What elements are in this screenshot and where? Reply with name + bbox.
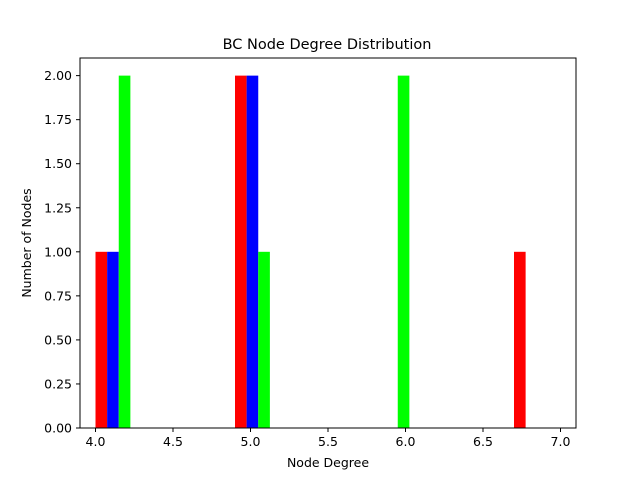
x-axis-ticks: 4.0 4.5 5.0 5.5 6.0 6.5 7.0: [86, 428, 571, 449]
y-tick-label: 1.75: [44, 112, 72, 127]
x-tick-label: 4.0: [86, 434, 106, 449]
chart-title: BC Node Degree Distribution: [223, 37, 432, 53]
y-tick-label: 1.50: [44, 156, 72, 171]
x-tick-label: 5.0: [241, 434, 261, 449]
y-tick-label: 1.25: [44, 200, 72, 215]
y-tick-label: 0.50: [44, 332, 72, 347]
bar-series-1-0: [107, 251, 119, 428]
x-tick-label: 7.0: [551, 434, 571, 449]
x-tick-label: 6.5: [473, 434, 493, 449]
x-axis-label: Node Degree: [287, 455, 369, 470]
x-tick-label: 6.0: [396, 434, 416, 449]
y-tick-label: 2.00: [44, 68, 72, 83]
bar-series-0-0: [95, 251, 108, 428]
plot-frame: [79, 57, 577, 429]
bar-series-2-2: [397, 75, 410, 428]
y-axis-ticks: 0.00 0.25 0.50 0.75 1.00 1.25 1.50 1.75 2.00: [44, 68, 80, 436]
y-tick-label: 0.00: [44, 421, 72, 436]
bar-series-1-1: [246, 75, 259, 428]
bar-series-2-0: [118, 75, 131, 428]
bars-layer: [95, 75, 526, 428]
x-tick-label: 5.5: [318, 434, 338, 449]
y-tick-label: 0.25: [44, 376, 72, 391]
bar-series-0-1: [235, 75, 247, 428]
y-tick-label: 1.00: [44, 244, 72, 259]
y-tick-label: 0.75: [44, 288, 72, 303]
x-tick-label: 4.5: [163, 434, 183, 449]
bar-series-0-2: [514, 251, 526, 428]
bar-series-2-1: [258, 251, 270, 428]
y-axis-label: Number of Nodes: [19, 188, 34, 297]
